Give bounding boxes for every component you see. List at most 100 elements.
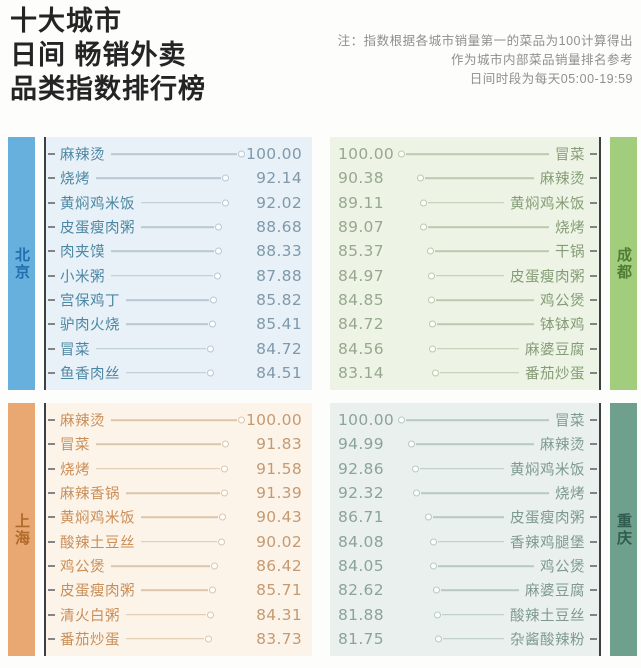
dot-marker [428, 345, 436, 353]
item-label: 皮蛋瘦肉粥 [60, 220, 135, 237]
list-item: 宫保鸡丁 85.82 [46, 288, 312, 312]
dot-marker [419, 223, 427, 231]
axis-tick [48, 564, 55, 567]
item-value: 88.33 [256, 242, 302, 261]
item-label: 香辣鸡腿堡 [510, 535, 585, 552]
item-value: 90.02 [256, 532, 302, 551]
connector-line [111, 250, 214, 253]
list-item: 冒菜 84.72 [46, 336, 312, 360]
item-value: 83.73 [256, 629, 302, 648]
connector-line [436, 299, 534, 301]
item-value: 84.56 [338, 339, 384, 358]
connector-line [416, 443, 534, 446]
item-label: 清火白粥 [60, 608, 120, 625]
connector-line [428, 226, 549, 228]
dot-marker [218, 538, 226, 546]
item-label: 麻辣香锅 [60, 486, 120, 503]
dot-marker [427, 247, 435, 255]
item-value: 100.00 [338, 145, 395, 164]
list-item: 麻辣烫 100.00 [46, 142, 312, 166]
axis-tick [590, 540, 597, 543]
list-item: 麻辣烫 94.99 [330, 432, 599, 456]
connector-line [440, 372, 519, 374]
item-label: 麻婆豆腐 [525, 342, 585, 359]
footnote-line-3: 日间时段为每天05:00-19:59 [469, 72, 633, 86]
footnote-line-1: 注：指数根据各城市销量第一的菜品为100计算得出 [337, 34, 633, 48]
list-item: 冒菜 100.00 [330, 408, 599, 432]
axis-tick [48, 153, 55, 156]
list-item: 皮蛋瘦肉粥 85.71 [46, 578, 312, 602]
dot-marker [210, 562, 218, 570]
ranking-panel-shanghai: 麻辣烫 100.00 冒菜 91.83 烧烤 91.58 麻辣香锅 91.39 黄焖鸡米饭 90.… [44, 403, 312, 656]
ranking-panel-beijing: 麻辣烫 100.00 烧烤 92.14 黄焖鸡米饭 92.02 皮蛋瘦肉粥 88.68 肉夹馍 8… [44, 137, 312, 390]
list-item: 麻辣香锅 91.39 [46, 481, 312, 505]
item-label: 鸡公煲 [60, 559, 105, 576]
dot-marker [209, 296, 217, 304]
list-item: 鸡公煲 84.85 [330, 288, 599, 312]
axis-tick [48, 516, 55, 519]
dot-marker [207, 369, 215, 377]
connector-line [141, 226, 214, 228]
item-value: 89.07 [338, 218, 384, 237]
item-label: 麻辣烫 [60, 147, 105, 164]
axis-tick [590, 443, 597, 446]
connector-line [126, 372, 206, 374]
axis-tick [48, 323, 55, 326]
axis-tick [48, 226, 55, 229]
item-label: 鸡公煲 [540, 559, 585, 576]
list-item: 麻辣烫 100.00 [46, 408, 312, 432]
dot-marker [398, 416, 405, 424]
list-item: 酸辣土豆丝 81.88 [330, 602, 599, 626]
item-label: 冒菜 [60, 342, 90, 359]
dot-marker [429, 538, 437, 546]
axis-tick [590, 226, 597, 229]
page-title-line-1: 十大城市 [10, 6, 122, 36]
item-value: 100.00 [338, 411, 395, 430]
axis-tick [590, 177, 597, 180]
list-item: 番茄炒蛋 83.14 [330, 361, 599, 385]
item-label: 黄焖鸡米饭 [510, 196, 585, 213]
connector-line [96, 467, 220, 470]
item-value: 92.02 [256, 193, 302, 212]
item-label: 番茄炒蛋 [60, 632, 120, 649]
item-value: 84.72 [256, 339, 302, 358]
axis-tick [590, 637, 597, 640]
item-label: 番茄炒蛋 [525, 366, 585, 383]
list-item: 清火白粥 84.31 [46, 602, 312, 626]
list-item: 黄焖鸡米饭 92.02 [46, 191, 312, 215]
list-item: 烧烤 92.32 [330, 481, 599, 505]
axis-tick [590, 419, 597, 422]
footnote-line-2: 作为城市内部菜品销量排名参考 [450, 53, 633, 67]
item-value: 92.86 [338, 459, 384, 478]
dot-marker [419, 199, 427, 207]
axis-tick [48, 298, 55, 301]
connector-line [141, 201, 221, 204]
item-label: 冒菜 [555, 147, 585, 164]
list-item: 皮蛋瘦肉粥 84.97 [330, 263, 599, 287]
connector-line [141, 540, 217, 543]
list-item: 麻辣烫 90.38 [330, 166, 599, 190]
axis-tick [590, 347, 597, 350]
list-item: 黄焖鸡米饭 90.43 [46, 505, 312, 529]
dot-marker [215, 223, 223, 231]
list-item: 肉夹馍 88.33 [46, 239, 312, 263]
axis-tick [48, 419, 55, 422]
item-value: 85.82 [256, 290, 302, 309]
dot-marker [413, 489, 421, 497]
item-value: 84.31 [256, 605, 302, 624]
connector-line [435, 250, 549, 253]
dot-marker [412, 465, 420, 473]
item-label: 鱼香肉丝 [60, 366, 120, 383]
item-label: 麻婆豆腐 [525, 583, 585, 600]
axis-tick [48, 250, 55, 253]
connector-line [441, 589, 519, 592]
item-value: 86.42 [256, 556, 302, 575]
item-label: 烧烤 [60, 171, 90, 188]
axis-tick [48, 540, 55, 543]
item-label: 烧烤 [555, 220, 585, 237]
item-label: 驴肉火烧 [60, 317, 120, 334]
connector-line [443, 638, 504, 640]
item-value: 91.83 [256, 435, 302, 454]
dot-marker [429, 562, 437, 570]
axis-tick [48, 274, 55, 277]
